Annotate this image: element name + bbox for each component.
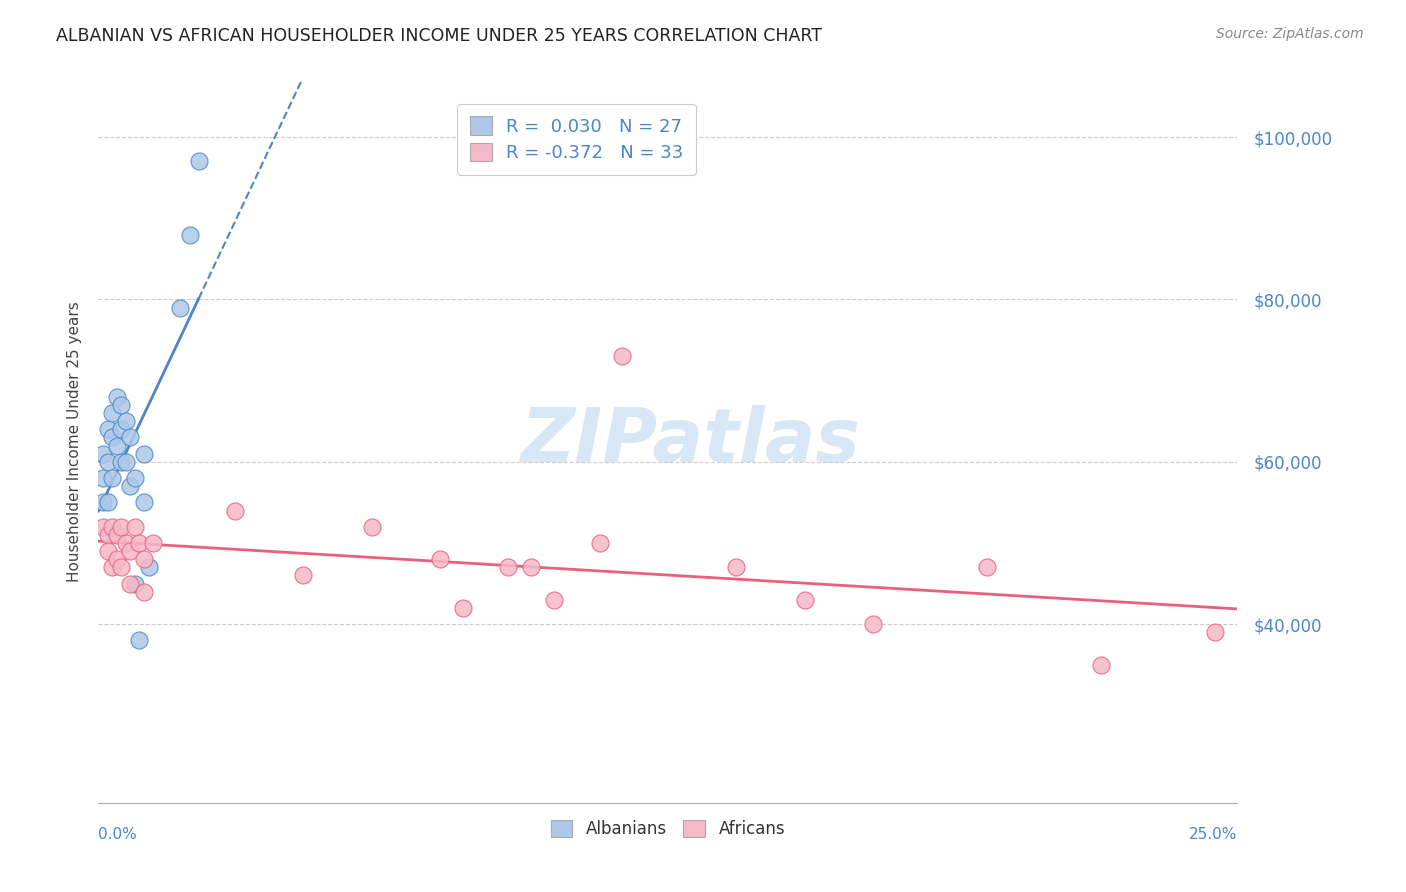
Point: [793, 592, 815, 607]
Point: [96, 422, 118, 436]
Point: [976, 560, 998, 574]
Point: [1204, 625, 1226, 640]
Point: [1090, 657, 1112, 672]
Text: ALBANIAN VS AFRICAN HOUSEHOLDER INCOME UNDER 25 YEARS CORRELATION CHART: ALBANIAN VS AFRICAN HOUSEHOLDER INCOME U…: [56, 27, 823, 45]
Point: [114, 414, 136, 428]
Point: [128, 633, 150, 648]
Y-axis label: Householder Income Under 25 years: Householder Income Under 25 years: [66, 301, 82, 582]
Point: [360, 520, 382, 534]
Point: [105, 390, 128, 404]
Point: [105, 552, 128, 566]
Point: [128, 536, 150, 550]
Point: [124, 471, 146, 485]
Point: [120, 544, 142, 558]
Text: 25.0%: 25.0%: [1189, 827, 1237, 842]
Point: [124, 520, 146, 534]
Point: [142, 536, 165, 550]
Point: [498, 560, 520, 574]
Point: [124, 576, 146, 591]
Point: [91, 495, 114, 509]
Point: [132, 584, 155, 599]
Point: [429, 552, 451, 566]
Point: [862, 617, 884, 632]
Point: [96, 455, 118, 469]
Point: [187, 154, 209, 169]
Point: [138, 560, 160, 574]
Point: [101, 471, 124, 485]
Point: [105, 439, 128, 453]
Point: [120, 430, 142, 444]
Point: [120, 479, 142, 493]
Point: [91, 447, 114, 461]
Point: [120, 576, 142, 591]
Point: [110, 422, 132, 436]
Point: [101, 560, 124, 574]
Point: [292, 568, 315, 582]
Point: [91, 520, 114, 534]
Point: [101, 406, 124, 420]
Point: [451, 601, 474, 615]
Point: [132, 447, 155, 461]
Point: [132, 495, 155, 509]
Point: [132, 552, 155, 566]
Point: [110, 398, 132, 412]
Point: [169, 301, 191, 315]
Point: [110, 455, 132, 469]
Point: [725, 560, 748, 574]
Point: [110, 560, 132, 574]
Point: [612, 349, 634, 363]
Point: [96, 544, 118, 558]
Point: [520, 560, 543, 574]
Point: [96, 495, 118, 509]
Text: Source: ZipAtlas.com: Source: ZipAtlas.com: [1216, 27, 1364, 41]
Point: [224, 503, 246, 517]
Point: [101, 520, 124, 534]
Point: [588, 536, 610, 550]
Point: [110, 520, 132, 534]
Point: [179, 227, 201, 242]
Text: 0.0%: 0.0%: [98, 827, 138, 842]
Point: [105, 528, 128, 542]
Legend: Albanians, Africans: Albanians, Africans: [544, 814, 792, 845]
Point: [114, 536, 136, 550]
Point: [543, 592, 565, 607]
Text: ZIPatlas: ZIPatlas: [520, 405, 860, 478]
Point: [101, 430, 124, 444]
Point: [96, 528, 118, 542]
Point: [91, 471, 114, 485]
Point: [114, 455, 136, 469]
